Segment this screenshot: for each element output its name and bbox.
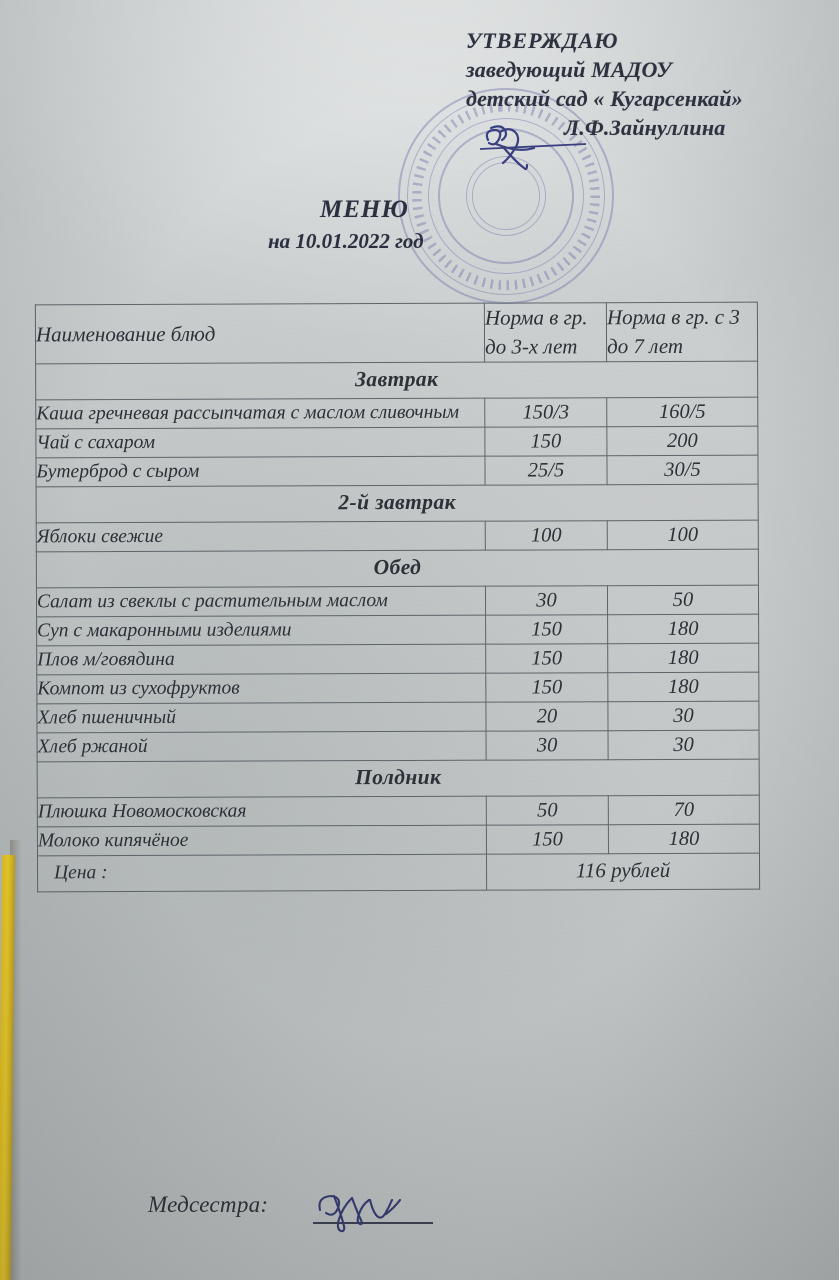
- portion-under-3: 30: [486, 730, 609, 761]
- table-row: Хлеб ржаной 30 30: [37, 730, 760, 762]
- meal-section-label: 2-й завтрак: [36, 484, 759, 523]
- dish-name: Хлеб пшеничный: [36, 702, 487, 733]
- portion-under-3: 150/3: [484, 397, 607, 428]
- nurse-signature-line: [313, 1222, 433, 1224]
- portion-3-to-7: 70: [608, 795, 760, 825]
- dish-name: Чай с сахаром: [35, 427, 485, 458]
- portion-under-3: 50: [486, 795, 609, 826]
- dish-name: Хлеб ржаной: [37, 731, 487, 762]
- meal-section-label: Полдник: [37, 759, 760, 798]
- dish-name: Каша гречневая рассыпчатая с маслом слив…: [35, 398, 485, 429]
- menu-table: Наименование блюд Норма в гр. до 3-х лет Н…: [35, 302, 760, 893]
- portion-3-to-7: 160/5: [606, 397, 758, 427]
- column-header-name: Наименование блюд: [35, 303, 485, 364]
- page-title: МЕНЮ: [320, 196, 409, 223]
- portion-under-3: 150: [485, 614, 608, 645]
- dish-name: Яблоки свежие: [36, 521, 486, 552]
- portion-3-to-7: 180: [607, 672, 759, 702]
- menu-table-wrapper: Наименование блюд Норма в гр. до 3-х лет Н…: [35, 302, 760, 893]
- approval-signer-name: Л.Ф.Зайнуллина: [564, 115, 726, 140]
- page-edge-shadow: [10, 840, 21, 1280]
- approval-line-2: заведующий МАДОУ: [466, 57, 672, 82]
- portion-3-to-7: 30/5: [606, 455, 759, 485]
- portion-3-to-7: 180: [608, 824, 760, 854]
- page-subtitle: на 10.01.2022 год: [268, 229, 424, 253]
- nurse-label: Медсестра:: [148, 1192, 269, 1217]
- table-row: Плов м/говядина 150 180: [36, 643, 759, 675]
- dish-name: Плюшка Новомосковская: [37, 796, 487, 827]
- portion-3-to-7: 180: [607, 643, 759, 673]
- portion-3-to-7: 100: [607, 520, 759, 550]
- table-row: Салат из свеклы с растительным маслом 30 5…: [36, 585, 759, 617]
- portion-3-to-7: 180: [607, 614, 759, 644]
- table-header-row: Наименование блюд Норма в гр. до 3-х лет Н…: [35, 302, 758, 364]
- price-row: Цена :116 рублей: [37, 853, 760, 892]
- table-row: Яблоки свежие 100 100: [36, 520, 759, 552]
- table-row: Плюшка Новомосковская 50 70: [37, 795, 760, 827]
- price-label: Цена :: [37, 854, 487, 892]
- meal-section-header-row: Завтрак: [35, 361, 758, 400]
- dish-name: Молоко кипячёное: [37, 825, 487, 856]
- column-header-norm-3to7: Норма в гр. с 3 до 7 лет: [606, 302, 758, 362]
- portion-3-to-7: 50: [607, 585, 759, 615]
- title-block: МЕНЮ на 10.01.2022 год: [268, 196, 424, 254]
- table-row: Бутерброд с сыром 25/5 30/5: [35, 455, 759, 487]
- price-value: 116 рублей: [486, 853, 760, 891]
- portion-under-3: 150: [485, 672, 608, 703]
- approval-block: УТВЕРЖДАЮ заведующий МАДОУ детский сад «…: [466, 26, 836, 142]
- meal-section-header-row: 2-й завтрак: [36, 484, 759, 523]
- meal-section-label: Обед: [36, 549, 759, 588]
- portion-under-3: 150: [484, 426, 607, 457]
- approval-line-3: детский сад « Кугарсенкай»: [466, 86, 743, 111]
- dish-name: Бутерброд с сыром: [35, 456, 486, 487]
- menu-table-body: Наименование блюд Норма в гр. до 3-х лет Н…: [35, 302, 760, 892]
- table-row: Каша гречневая рассыпчатая с маслом слив…: [35, 397, 758, 429]
- portion-under-3: 100: [485, 520, 608, 551]
- table-row: Молоко кипячёное 150 180: [37, 824, 760, 856]
- dish-name: Плов м/говядина: [36, 644, 486, 675]
- dish-name: Суп с макаронными изделиями: [36, 615, 486, 646]
- portion-3-to-7: 30: [608, 730, 760, 760]
- portion-3-to-7: 200: [606, 426, 758, 456]
- table-row: Компот из сухофруктов 150 180: [36, 672, 759, 704]
- dish-name: Компот из сухофруктов: [36, 673, 486, 704]
- meal-section-header-row: Обед: [36, 549, 759, 588]
- meal-section-label: Завтрак: [35, 361, 758, 400]
- portion-under-3: 150: [486, 824, 609, 855]
- approval-line-1: УТВЕРЖДАЮ: [466, 28, 619, 53]
- table-row: Суп с макаронными изделиями 150 180: [36, 614, 759, 646]
- table-row: Хлеб пшеничный 20 30: [36, 701, 760, 733]
- dish-name: Салат из свеклы с растительным маслом: [36, 586, 486, 617]
- portion-3-to-7: 30: [607, 701, 760, 731]
- meal-section-header-row: Полдник: [37, 759, 760, 798]
- portion-under-3: 25/5: [484, 455, 608, 486]
- portion-under-3: 30: [485, 585, 608, 616]
- portion-under-3: 150: [485, 643, 608, 674]
- table-row: Чай с сахаром 150 200: [35, 426, 758, 458]
- portion-under-3: 20: [485, 701, 609, 732]
- column-header-norm-under3: Норма в гр. до 3-х лет: [484, 302, 607, 363]
